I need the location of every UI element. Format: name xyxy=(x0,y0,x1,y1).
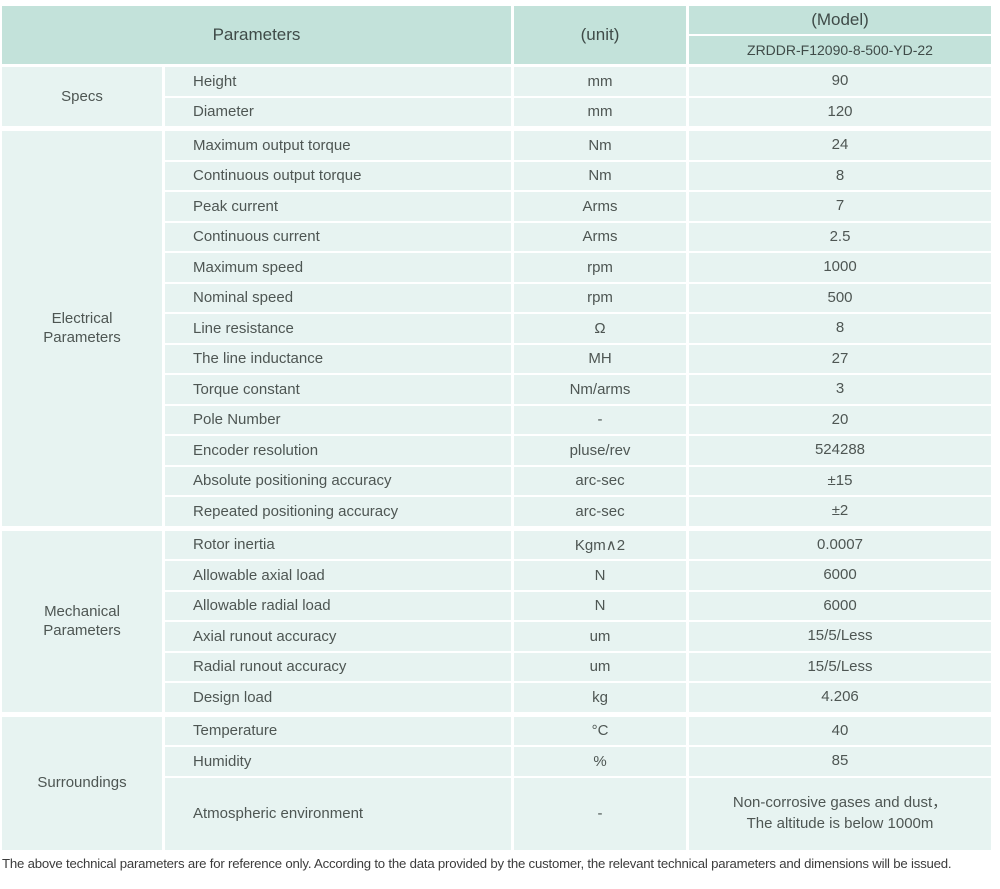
unit-cell: Nm xyxy=(514,131,686,160)
group-label: Surroundings xyxy=(37,774,127,792)
unit-cell: - xyxy=(514,405,686,434)
param-name: Radial runout accuracy xyxy=(165,652,511,681)
param-name: Temperature xyxy=(165,716,511,745)
group-label: Mechanical Parameters xyxy=(43,602,121,640)
unit-cell: um xyxy=(514,652,686,681)
group-label: Electrical Parameters xyxy=(43,309,121,347)
value-cell: 40 xyxy=(689,716,991,745)
value-cell: Non-corrosive gases and dust， The altitu… xyxy=(689,777,991,850)
value-cell: 1000 xyxy=(689,253,991,282)
value-cell: 8 xyxy=(689,161,991,190)
section-surroundings: Surroundings Temperature °C 40 Humidity … xyxy=(2,716,991,850)
spec-sheet: Parameters (unit) (Model) ZRDDR-F12090-8… xyxy=(2,6,991,871)
value-cell: 3 xyxy=(689,375,991,404)
value-cell: 27 xyxy=(689,344,991,373)
unit-cell: um xyxy=(514,622,686,651)
param-name: Humidity xyxy=(165,747,511,776)
param-name: Absolute positioning accuracy xyxy=(165,466,511,495)
unit-cell: Ω xyxy=(514,314,686,343)
value-cell: 500 xyxy=(689,283,991,312)
param-name: Height xyxy=(165,67,511,96)
value-cell: 120 xyxy=(689,97,991,126)
param-name: Maximum speed xyxy=(165,253,511,282)
param-name: Peak current xyxy=(165,192,511,221)
param-name: Atmospheric environment xyxy=(165,777,511,850)
unit-cell: Arms xyxy=(514,222,686,251)
value-cell: 85 xyxy=(689,747,991,776)
unit-cell: mm xyxy=(514,67,686,96)
param-name: Axial runout accuracy xyxy=(165,622,511,651)
unit-cell: Arms xyxy=(514,192,686,221)
value-cell: 15/5/Less xyxy=(689,622,991,651)
value-cell: 24 xyxy=(689,131,991,160)
unit-cell: % xyxy=(514,747,686,776)
value-cell: ±2 xyxy=(689,497,991,526)
value-cell: 6000 xyxy=(689,561,991,590)
unit-cell: pluse/rev xyxy=(514,436,686,465)
unit-cell: N xyxy=(514,561,686,590)
value-cell: 15/5/Less xyxy=(689,652,991,681)
group-label: Specs xyxy=(61,87,103,105)
param-name: Continuous output torque xyxy=(165,161,511,190)
unit-cell: °C xyxy=(514,716,686,745)
value-cell: 6000 xyxy=(689,591,991,620)
param-name: Continuous current xyxy=(165,222,511,251)
param-name: Pole Number xyxy=(165,405,511,434)
param-name: Nominal speed xyxy=(165,283,511,312)
unit-cell: kg xyxy=(514,683,686,712)
unit-cell: MH xyxy=(514,344,686,373)
spec-table: Parameters (unit) (Model) ZRDDR-F12090-8… xyxy=(2,6,991,850)
param-name: Torque constant xyxy=(165,375,511,404)
section-specs: Specs Height mm 90 Diameter mm 120 xyxy=(2,67,991,126)
param-name: Allowable radial load xyxy=(165,591,511,620)
footnote: The above technical parameters are for r… xyxy=(2,855,952,871)
value-cell: 20 xyxy=(689,405,991,434)
unit-cell: Kgm∧2 xyxy=(514,530,686,559)
value-cell: ±15 xyxy=(689,466,991,495)
value-cell: 7 xyxy=(689,192,991,221)
unit-cell: Nm xyxy=(514,161,686,190)
param-name: Rotor inertia xyxy=(165,530,511,559)
unit-cell: arc-sec xyxy=(514,497,686,526)
section-electrical: Electrical Parameters Maximum output tor… xyxy=(2,131,991,526)
param-name: Line resistance xyxy=(165,314,511,343)
param-name: Maximum output torque xyxy=(165,131,511,160)
table-header: Parameters (unit) (Model) ZRDDR-F12090-8… xyxy=(2,6,991,64)
group-cell: Specs xyxy=(2,67,162,126)
col-header-parameters: Parameters xyxy=(2,6,511,64)
value-cell: 0.0007 xyxy=(689,530,991,559)
col-header-model: (Model) xyxy=(689,6,991,34)
value-cell: 2.5 xyxy=(689,222,991,251)
param-name: Allowable axial load xyxy=(165,561,511,590)
unit-cell: Nm/arms xyxy=(514,375,686,404)
col-header-unit: (unit) xyxy=(514,6,686,64)
value-cell: 8 xyxy=(689,314,991,343)
unit-cell: mm xyxy=(514,97,686,126)
param-name: The line inductance xyxy=(165,344,511,373)
value-cell: 90 xyxy=(689,67,991,96)
unit-cell: arc-sec xyxy=(514,466,686,495)
unit-cell: rpm xyxy=(514,283,686,312)
unit-cell: N xyxy=(514,591,686,620)
unit-cell: - xyxy=(514,777,686,850)
param-name: Repeated positioning accuracy xyxy=(165,497,511,526)
param-name: Design load xyxy=(165,683,511,712)
value-cell: 524288 xyxy=(689,436,991,465)
section-mechanical: Mechanical Parameters Rotor inertia Kgm∧… xyxy=(2,530,991,712)
value-cell: 4.206 xyxy=(689,683,991,712)
group-cell: Mechanical Parameters xyxy=(2,530,162,712)
param-name: Encoder resolution xyxy=(165,436,511,465)
model-number: ZRDDR-F12090-8-500-YD-22 xyxy=(689,36,991,64)
unit-cell: rpm xyxy=(514,253,686,282)
param-name: Diameter xyxy=(165,97,511,126)
group-cell: Surroundings xyxy=(2,716,162,850)
group-cell: Electrical Parameters xyxy=(2,131,162,526)
